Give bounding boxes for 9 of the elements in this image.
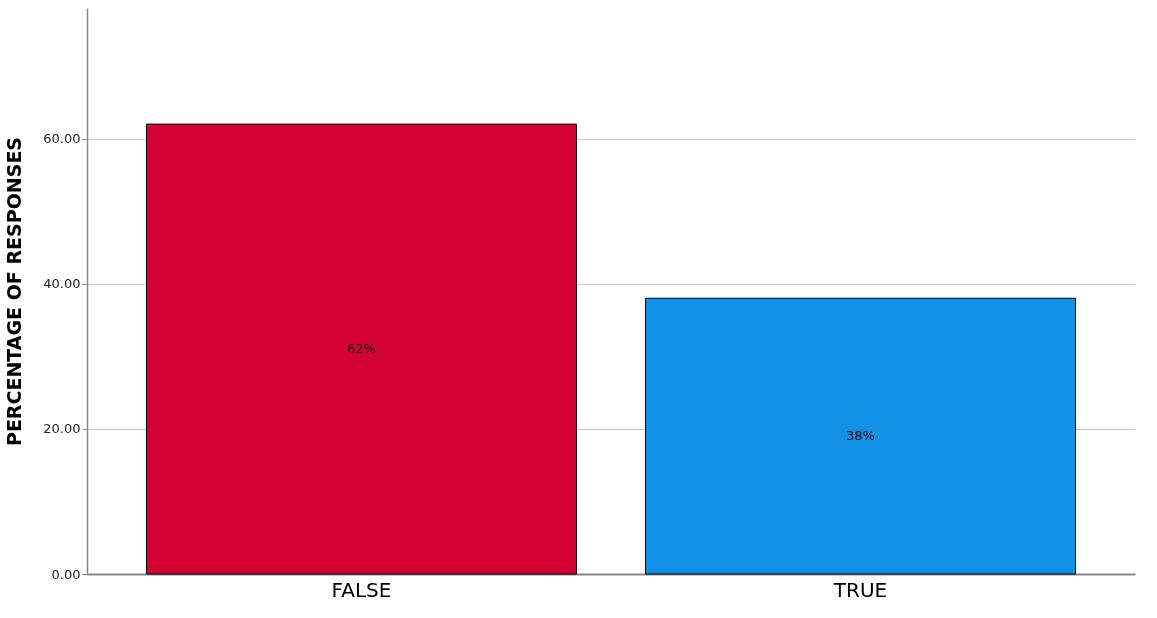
x-tick-label: FALSE	[331, 577, 392, 602]
y-tick-label: 60.00	[43, 131, 81, 147]
y-tick-label: 0.00	[51, 566, 81, 582]
x-tick-label: TRUE	[832, 577, 888, 602]
y-tick-label: 20.00	[43, 421, 81, 437]
data-label: 38%	[846, 428, 875, 444]
y-axis-title: PERCENTAGE OF RESPONSES	[3, 136, 26, 447]
y-tick-label: 40.00	[43, 276, 81, 292]
data-label: 62%	[347, 341, 376, 357]
